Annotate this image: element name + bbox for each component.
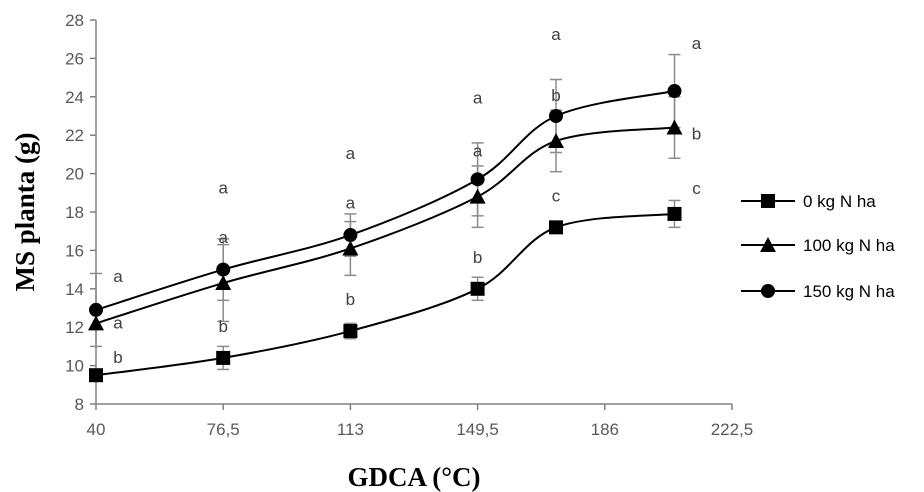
significance-letter: b [113,348,122,367]
data-point-circle [216,262,231,277]
data-point-triangle [88,315,104,331]
significance-letter: a [473,88,483,107]
x-tick-label: 40 [87,420,106,439]
data-point-square [89,368,103,383]
y-tick-label: 24 [65,88,84,107]
data-point-circle [89,302,103,317]
legend-label: 150 kg N ha [803,282,895,301]
significance-letter: a [692,34,702,53]
series-lines [95,90,675,377]
significance-letter: a [473,142,483,161]
data-point-triangle [548,132,565,148]
data-point-triangle [469,188,486,204]
series-line-2 [95,90,675,311]
y-tick-label: 18 [65,203,84,222]
x-tick-label: 222,5 [711,420,754,439]
x-ticks: 40 76,5 113 149,5 186 222,5 [87,404,754,439]
significance-letter: a [113,313,123,332]
significance-letter: c [692,179,701,198]
x-tick-label: 76,5 [207,420,240,439]
data-point-triangle [342,240,359,256]
y-tick-label: 26 [65,49,84,68]
data-point-square [343,324,358,339]
significance-letter: a [218,179,228,198]
y-tick-label: 20 [65,165,84,184]
significance-letter: a [218,228,228,247]
markers [88,84,683,383]
x-tick-label: 186 [591,420,619,439]
significance-letter: b [551,86,560,105]
series-line-1 [95,126,675,325]
legend-label: 100 kg N ha [803,236,895,255]
significance-letter: b [473,248,482,267]
data-point-circle [343,228,358,243]
y-tick-label: 22 [65,126,84,145]
significance-letter: b [692,125,701,144]
data-point-circle [470,172,485,187]
legend-label: 0 kg N ha [803,192,876,211]
data-point-square [216,350,231,365]
y-tick-label: 28 [65,11,84,30]
significance-letter: a [113,267,123,286]
x-tick-label: 113 [337,420,364,439]
y-axis-title: MS planta (g) [10,132,40,291]
y-tick-label: 14 [65,280,84,299]
y-tick-label: 16 [65,241,84,260]
x-tick-label: 149,5 [456,420,499,439]
data-point-triangle [666,119,683,135]
data-point-square [470,281,485,296]
y-tick-label: 8 [75,395,84,414]
data-point-triangle [215,275,232,291]
legend-marker-circle [761,284,775,298]
significance-letter: b [346,290,355,309]
significance-letter: b [218,317,227,336]
y-tick-label: 10 [65,357,84,376]
significance-letter: c [552,186,561,205]
legend-marker-square [761,194,775,208]
significance-letter: a [346,144,356,163]
data-point-circle [667,84,682,99]
legend-marker-triangle [760,237,776,252]
data-point-square [549,220,564,235]
legend: 0 kg N ha 100 kg N ha 150 kg N ha [741,192,895,301]
y-tick-label: 12 [65,318,84,337]
significance-letter: a [551,25,561,44]
y-ticks: 8 10 12 14 16 18 20 22 24 26 28 [65,11,96,414]
x-axis-title: GDCA (°C) [347,462,480,492]
significance-letter: a [346,193,356,212]
data-point-square [667,206,682,221]
data-point-circle [549,109,564,123]
